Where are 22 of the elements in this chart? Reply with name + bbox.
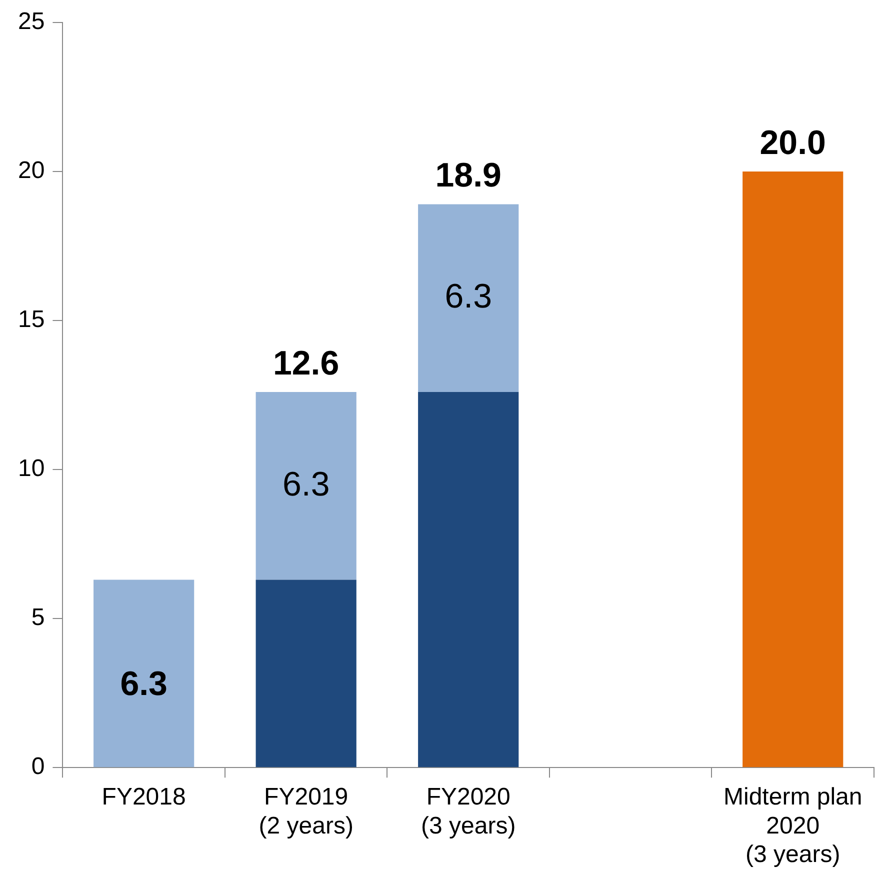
total-label: 20.0 xyxy=(760,124,826,162)
bar xyxy=(742,171,844,768)
y-tick-label: 5 xyxy=(31,604,45,632)
bar xyxy=(418,392,519,768)
data-label: 6.3 xyxy=(282,465,330,504)
data-label: 6.3 xyxy=(120,664,168,703)
y-tick-label: 10 xyxy=(18,455,45,482)
bar xyxy=(94,580,194,768)
y-tick-label: 15 xyxy=(18,306,45,334)
x-tick-label: FY2018 xyxy=(102,784,186,811)
y-tick-label: 25 xyxy=(18,8,45,36)
bar xyxy=(256,580,356,768)
x-tick-label: FY2020 (3 years) xyxy=(421,784,516,840)
total-label: 18.9 xyxy=(435,156,502,195)
y-tick-label: 0 xyxy=(31,753,45,780)
bar xyxy=(256,392,356,580)
data-label: 6.3 xyxy=(444,278,492,316)
bar xyxy=(418,204,519,392)
x-tick-label: Midterm plan 2020 (3 years) xyxy=(724,784,862,868)
y-tick-label: 20 xyxy=(18,157,45,184)
total-label: 12.6 xyxy=(272,344,340,382)
x-tick-label: FY2019 (2 years) xyxy=(258,784,354,840)
